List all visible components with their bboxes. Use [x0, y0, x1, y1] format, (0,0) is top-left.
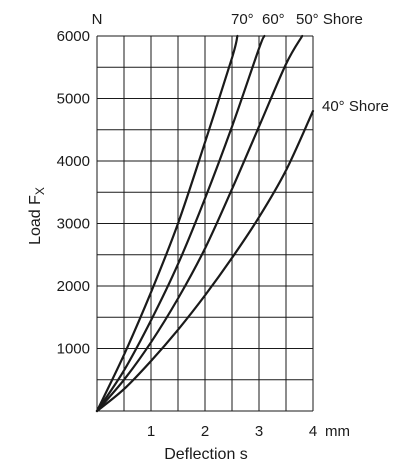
y-axis-title-subscript: X — [33, 187, 47, 195]
series-curve — [95, 34, 304, 413]
y-unit-label: N — [92, 11, 103, 28]
series-curve — [95, 34, 266, 413]
y-tick-label: 6000 — [57, 28, 90, 45]
series-label: 50° Shore — [296, 11, 363, 28]
y-tick-label: 3000 — [57, 216, 90, 233]
y-tick-label: 5000 — [57, 91, 90, 108]
x-unit-label: mm — [325, 423, 350, 440]
series-label: 70° — [231, 11, 254, 28]
series-labels: 70° 60° 50° Shore 40° Shore — [231, 11, 389, 115]
series-label: 60° — [262, 11, 285, 28]
x-tick-label: 2 — [201, 423, 209, 440]
y-tick-labels: 1000 2000 3000 4000 5000 6000 — [57, 28, 90, 358]
x-axis-title: Deflection s — [164, 446, 248, 463]
grid — [96, 35, 314, 412]
y-tick-label: 4000 — [57, 153, 90, 170]
y-axis-title: Load FX — [27, 187, 47, 245]
x-tick-labels: 1 2 3 4 — [147, 423, 317, 440]
y-tick-label: 1000 — [57, 341, 90, 358]
y-tick-label: 2000 — [57, 278, 90, 295]
series-curve — [95, 109, 315, 413]
series-curves — [95, 34, 315, 413]
series-label: 40° Shore — [322, 98, 389, 115]
y-axis-title-main: Load F — [27, 195, 44, 245]
x-tick-label: 3 — [255, 423, 263, 440]
x-tick-label: 1 — [147, 423, 155, 440]
series-curve — [95, 34, 239, 413]
x-tick-label: 4 — [309, 423, 317, 440]
